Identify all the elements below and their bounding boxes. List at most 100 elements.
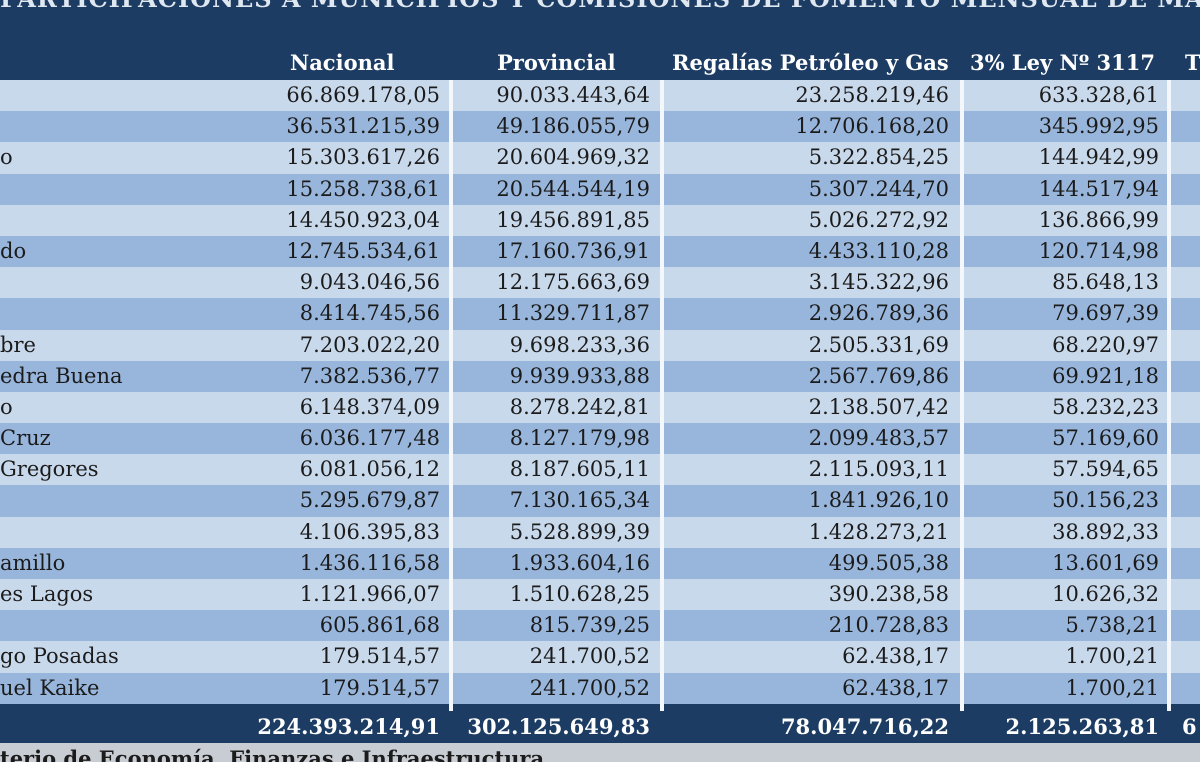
total-provincial: 302.125.649,83 (467, 714, 650, 739)
row-provincial: 8.187.605,11 (509, 457, 650, 482)
row-provincial: 17.160.736,91 (496, 238, 650, 263)
row-ley: 57.594,65 (1052, 457, 1159, 482)
row-provincial: 20.604.969,32 (496, 145, 650, 170)
row-ley: 79.697,39 (1052, 301, 1159, 326)
row-name (0, 80, 250, 111)
table-header: Nacional Provincial Regalías Petróleo y … (0, 44, 1200, 80)
column-divider (960, 80, 964, 742)
table-row: es Lagos 1.121.966,07 1.510.628,25 390.238,… (0, 579, 1200, 611)
row-regalias: 1.428.273,21 (808, 519, 949, 544)
header-provincial: Provincial (497, 50, 616, 75)
table-row: 4.106.395,83 5.528.899,39 1.428.273,21 38.8… (0, 516, 1200, 548)
row-nacional: 1.121.966,07 (299, 582, 440, 606)
row-name: edra Buena (0, 363, 123, 388)
row-regalias: 210.728,83 (828, 613, 949, 638)
row-regalias: 1.841.926,10 (808, 488, 949, 513)
row-ley: 633.328,61 (1038, 83, 1159, 107)
row-provincial: 11.329.711,87 (496, 301, 650, 326)
row-ley: 58.232,23 (1052, 394, 1159, 419)
row-provincial: 8.278.242,81 (509, 394, 650, 419)
row-regalias: 5.026.272,92 (808, 207, 949, 232)
row-regalias: 5.322.854,25 (808, 145, 949, 170)
row-nacional: 1.436.116,58 (299, 550, 440, 575)
row-nacional: 8.414.745,56 (299, 301, 440, 326)
row-regalias: 5.307.244,70 (808, 176, 949, 201)
table-row: do 12.745.534,61 17.160.736,91 4.433.110,28… (0, 235, 1200, 268)
row-regalias: 12.706.168,20 (795, 114, 949, 139)
row-ley: 345.992,95 (1038, 114, 1159, 139)
row-name: Cruz (0, 426, 51, 451)
row-regalias: 499.505,38 (828, 550, 949, 575)
total-regalias: 78.047.716,22 (780, 714, 949, 739)
row-regalias: 62.438,17 (842, 675, 949, 700)
row-name: uel Kaike (0, 675, 100, 700)
row-name (0, 517, 250, 548)
row-nacional: 4.106.395,83 (299, 519, 440, 544)
totals-row: 224.393.214,91 302.125.649,83 78.047.716… (0, 711, 1200, 743)
row-provincial: 1.510.628,25 (509, 582, 650, 606)
row-ley: 10.626,32 (1052, 582, 1159, 606)
row-nacional: 6.081.056,12 (299, 457, 440, 482)
row-provincial: 241.700,52 (529, 644, 650, 669)
row-regalias: 390.238,58 (828, 582, 949, 606)
header-regalias: Regalías Petróleo y Gas (672, 50, 949, 75)
table-row: o 6.148.374,09 8.278.242,81 2.138.507,42 58.… (0, 391, 1200, 424)
row-regalias: 3.145.322,96 (808, 270, 949, 295)
row-regalias: 23.258.219,46 (795, 83, 949, 107)
header-total: T (1185, 50, 1200, 75)
row-nacional: 5.295.679,87 (299, 488, 440, 513)
table-row: uel Kaike 179.514,57 241.700,52 62.438,17 1.… (0, 672, 1200, 704)
row-name: bre (0, 332, 36, 357)
row-name (0, 298, 250, 329)
row-provincial: 9.698.233,36 (509, 332, 650, 357)
row-ley: 57.169,60 (1052, 426, 1159, 451)
row-ley: 5.738,21 (1065, 613, 1159, 638)
row-ley: 144.942,99 (1038, 145, 1159, 170)
row-name (0, 205, 250, 236)
row-ley: 120.714,98 (1038, 238, 1159, 263)
row-ley: 1.700,21 (1065, 644, 1159, 669)
table-row: 15.258.738,61 20.544.544,19 5.307.244,70 14… (0, 173, 1200, 205)
row-provincial: 19.456.891,85 (496, 207, 650, 232)
column-divider (449, 80, 453, 742)
row-name (0, 485, 250, 516)
row-ley: 144.517,94 (1038, 176, 1159, 201)
table-row: go Posadas 179.514,57 241.700,52 62.438,17 1… (0, 641, 1200, 673)
row-provincial: 12.175.663,69 (496, 270, 650, 295)
row-provincial: 241.700,52 (529, 675, 650, 700)
row-regalias: 2.138.507,42 (808, 394, 949, 419)
source-text: terio de Economía, Finanzas e Infraestru… (0, 746, 545, 762)
row-nacional: 12.745.534,61 (286, 238, 440, 263)
table-row: Gregores 6.081.056,12 8.187.605,11 2.115.09… (0, 454, 1200, 486)
row-regalias: 2.505.331,69 (808, 332, 949, 357)
row-ley: 85.648,13 (1052, 270, 1159, 295)
row-provincial: 7.130.165,34 (509, 488, 650, 513)
row-nacional: 7.203.022,20 (299, 332, 440, 357)
header-ley-3117: 3% Ley Nº 3117 (970, 50, 1155, 75)
column-divider (660, 80, 664, 742)
row-nacional: 66.869.178,05 (286, 83, 440, 107)
row-provincial: 1.933.604,16 (509, 550, 650, 575)
row-name: go Posadas (0, 644, 119, 669)
row-name: do (0, 238, 27, 263)
row-provincial: 8.127.179,98 (509, 426, 650, 451)
table-row: Cruz 6.036.177,48 8.127.179,98 2.099.483,57… (0, 423, 1200, 455)
row-nacional: 605.861,68 (319, 613, 440, 638)
row-nacional: 15.303.617,26 (286, 145, 440, 170)
table-row: 66.869.178,05 90.033.443,64 23.258.219,46 6… (0, 80, 1200, 112)
table-row: 14.450.923,04 19.456.891,85 5.026.272,92 13… (0, 204, 1200, 236)
table-row: o 15.303.617,26 20.604.969,32 5.322.854,25 1… (0, 142, 1200, 174)
row-nacional: 179.514,57 (319, 644, 440, 669)
row-ley: 68.220,97 (1052, 332, 1159, 357)
row-provincial: 9.939.933,88 (509, 363, 650, 388)
row-provincial: 49.186.055,79 (496, 114, 650, 139)
row-nacional: 6.036.177,48 (299, 426, 440, 451)
column-divider (1167, 80, 1171, 742)
row-provincial: 20.544.544,19 (496, 176, 650, 201)
row-ley: 38.892,33 (1052, 519, 1159, 544)
table-row: 9.043.046,56 12.175.663,69 3.145.322,96 85.… (0, 267, 1200, 299)
row-name (0, 111, 250, 142)
row-regalias: 2.099.483,57 (808, 426, 949, 451)
row-name (0, 174, 250, 205)
row-ley: 1.700,21 (1065, 675, 1159, 700)
